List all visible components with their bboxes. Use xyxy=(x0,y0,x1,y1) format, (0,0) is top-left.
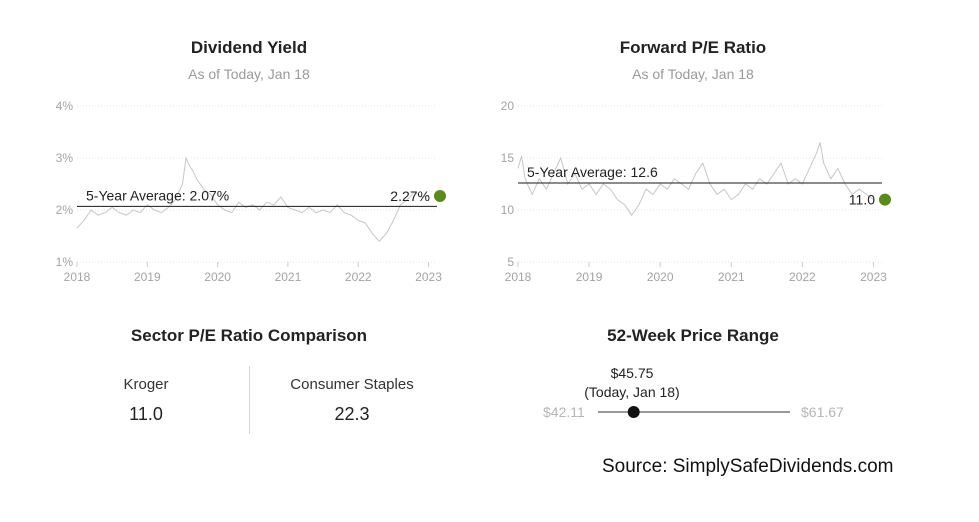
x-tick-label: 2019 xyxy=(576,270,603,284)
current-price: $45.75 xyxy=(610,365,654,381)
range-low: $42.11 xyxy=(543,404,585,420)
forward-pe-title: Forward P/E Ratio xyxy=(619,38,767,57)
series-line xyxy=(517,142,874,217)
price-range-title: 52-Week Price Range xyxy=(607,326,779,345)
x-tick-label: 2022 xyxy=(345,270,372,284)
y-tick-label: 15 xyxy=(501,151,515,165)
x-tick-label: 2021 xyxy=(275,270,302,284)
x-tick-label: 2020 xyxy=(204,270,231,284)
company-label: Kroger xyxy=(123,376,169,393)
y-tick-label: 1% xyxy=(56,255,74,269)
current-value-label: 11.0 xyxy=(849,192,875,208)
y-tick-label: 5 xyxy=(507,255,514,269)
x-tick-label: 2022 xyxy=(789,270,816,284)
y-tick-label: 2% xyxy=(56,203,74,217)
series-line xyxy=(76,156,429,242)
current-value-dot xyxy=(434,189,446,202)
sector-label: Consumer Staples xyxy=(290,376,414,393)
x-tick-label: 2023 xyxy=(860,270,887,284)
dividend-yield-title: Dividend Yield xyxy=(190,38,308,57)
y-tick-label: 3% xyxy=(56,151,74,165)
x-tick-label: 2020 xyxy=(647,270,674,284)
dividend-yield-subtitle: As of Today, Jan 18 xyxy=(188,66,310,82)
source-note: Source: SimplySafeDividends.com xyxy=(602,456,894,477)
x-tick-label: 2018 xyxy=(505,270,532,284)
x-tick-label: 2018 xyxy=(64,270,91,284)
x-tick-label: 2019 xyxy=(134,270,161,284)
y-tick-label: 10 xyxy=(501,203,515,217)
y-tick-label: 4% xyxy=(56,99,74,113)
range-high: $61.67 xyxy=(801,404,844,420)
current-price-note: (Today, Jan 18) xyxy=(584,384,680,400)
sector-pe-value: 22.3 xyxy=(334,404,370,424)
forward-pe-subtitle: As of Today, Jan 18 xyxy=(632,66,754,82)
x-tick-label: 2021 xyxy=(718,270,745,284)
sector-comparison-title: Sector P/E Ratio Comparison xyxy=(130,326,368,345)
x-tick-label: 2023 xyxy=(415,270,442,284)
average-label: 5-Year Average: 12.6 xyxy=(527,164,658,180)
company-pe-value: 11.0 xyxy=(129,404,163,424)
range-marker xyxy=(627,406,640,418)
y-tick-label: 20 xyxy=(501,99,515,113)
current-value-dot xyxy=(879,193,891,206)
current-value-label: 2.27% xyxy=(390,188,430,204)
average-label: 5-Year Average: 2.07% xyxy=(86,187,229,203)
comparison-divider xyxy=(249,366,250,434)
